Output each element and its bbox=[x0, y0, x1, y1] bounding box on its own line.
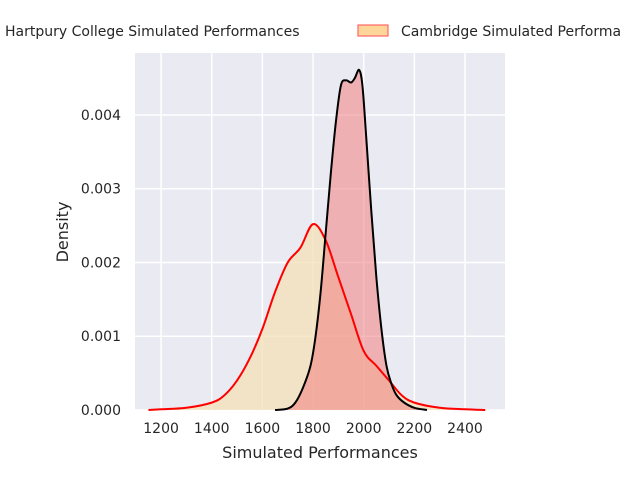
x-tick-labels: 1200 1400 1600 1800 2000 2200 2400 bbox=[143, 421, 483, 437]
y-axis-label: Density bbox=[53, 202, 72, 263]
y-tick-label: 0.000 bbox=[81, 403, 121, 419]
density-fill-hartpury bbox=[275, 69, 427, 410]
legend-label-hartpury: Hartpury College Simulated Performances bbox=[5, 24, 300, 40]
series-layer bbox=[148, 68, 486, 411]
x-tick-label: 2400 bbox=[447, 421, 483, 437]
x-tick-label: 1200 bbox=[143, 421, 179, 437]
density-fill-cambridge bbox=[148, 224, 486, 410]
density-line-cambridge bbox=[148, 223, 486, 411]
y-tick-label: 0.001 bbox=[81, 329, 121, 345]
y-tick-label: 0.002 bbox=[81, 255, 121, 271]
legend-patch-cambridge bbox=[357, 24, 389, 37]
y-tick-label: 0.003 bbox=[81, 182, 121, 198]
x-tick-label: 1400 bbox=[194, 421, 230, 437]
y-tick-label: 0.004 bbox=[81, 108, 121, 124]
density-line-hartpury bbox=[274, 68, 428, 411]
legend-label-cambridge: Cambridge Simulated Performa bbox=[401, 24, 621, 40]
x-tick-label: 2200 bbox=[397, 421, 433, 437]
y-tick-labels: 0.000 0.001 0.002 0.003 0.004 bbox=[81, 108, 121, 419]
legend: Hartpury College Simulated Performances … bbox=[5, 24, 621, 40]
x-axis-label: Simulated Performances bbox=[222, 443, 418, 462]
x-tick-label: 2000 bbox=[346, 421, 382, 437]
x-tick-label: 1600 bbox=[245, 421, 281, 437]
x-tick-label: 1800 bbox=[295, 421, 331, 437]
